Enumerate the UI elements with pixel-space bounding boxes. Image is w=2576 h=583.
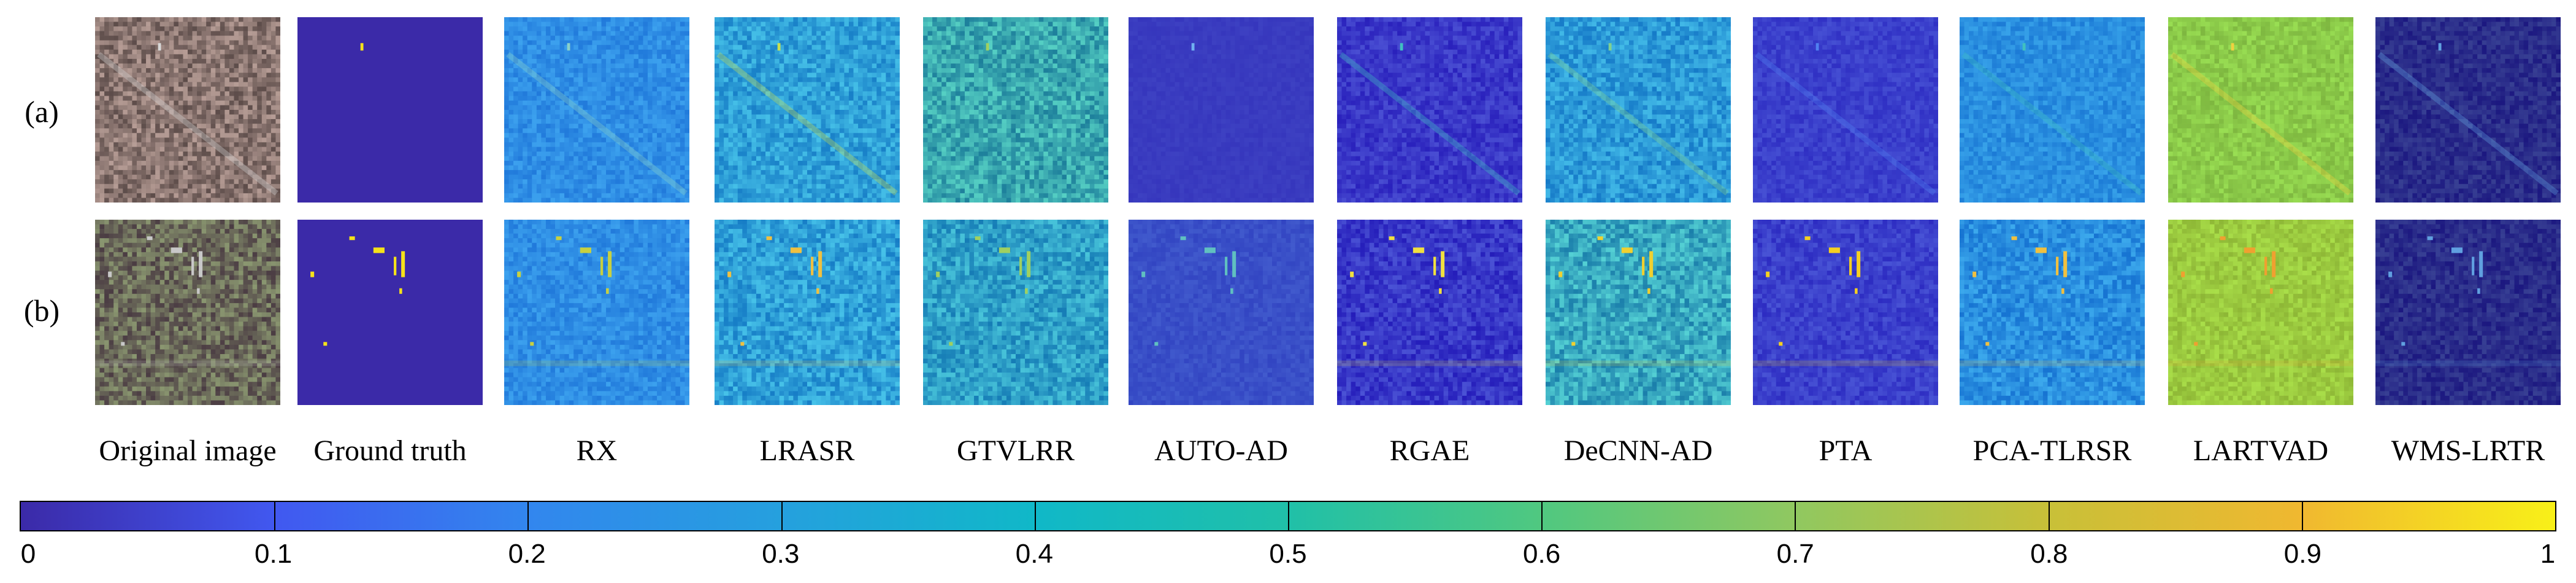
colorbar-tick-label: 0.3 — [744, 538, 818, 571]
colorbar-tick — [2048, 502, 2050, 530]
panel-a-rx — [504, 17, 689, 203]
panel-b-decnn-ad — [1546, 220, 1731, 405]
panel-b-pca-tlrsr — [1960, 220, 2145, 405]
method-label: LRASR — [703, 433, 911, 469]
colorbar — [20, 501, 2556, 531]
colorbar-tick — [1288, 502, 1289, 530]
panel-a-decnn-ad — [1546, 17, 1731, 203]
colorbar-tick-label: 0.8 — [2012, 538, 2086, 571]
panel-a-lartvad — [2168, 17, 2353, 203]
panel-b-ground-truth — [297, 220, 483, 405]
colorbar-tick — [781, 502, 783, 530]
method-label: LARTVAD — [2156, 433, 2365, 469]
panel-b-gtvlrr — [923, 220, 1108, 405]
colorbar-tick-label: 0.4 — [997, 538, 1071, 571]
colorbar-tick — [2301, 502, 2303, 530]
method-label: GTVLRR — [911, 433, 1120, 469]
panel-a-rgae — [1337, 17, 1522, 203]
panel-b-lrasr — [715, 220, 900, 405]
panel-b-pta — [1753, 220, 1938, 405]
method-label: PCA-TLRSR — [1948, 433, 2156, 469]
row-label-a: (a) — [17, 93, 66, 130]
panel-b-rgae — [1337, 220, 1522, 405]
panel-b-original-image — [95, 220, 280, 405]
row-label-b: (b) — [17, 292, 66, 329]
method-label: WMS-LRTR — [2364, 433, 2572, 469]
colorbar-tick — [1541, 502, 1543, 530]
colorbar-tick-label: 0.2 — [490, 538, 564, 571]
colorbar-tick-label: 1 — [2511, 538, 2576, 571]
colorbar-tick — [527, 502, 529, 530]
panel-b-wms-lrtr — [2375, 220, 2561, 405]
colorbar-tick-label: 0.9 — [2266, 538, 2339, 571]
panel-b-auto-ad — [1129, 220, 1314, 405]
colorbar-tick-label: 0.7 — [1758, 538, 1832, 571]
method-label: Ground truth — [286, 433, 494, 469]
panel-a-wms-lrtr — [2375, 17, 2561, 203]
colorbar-tick — [274, 502, 276, 530]
panel-a-ground-truth — [297, 17, 483, 203]
panel-a-pta — [1753, 17, 1938, 203]
colorbar-tick — [1034, 502, 1036, 530]
colorbar-tick-label: 0 — [0, 538, 65, 571]
method-label: AUTO-AD — [1117, 433, 1325, 469]
colorbar-tick-label: 0.6 — [1505, 538, 1579, 571]
panel-a-auto-ad — [1129, 17, 1314, 203]
panel-a-original-image — [95, 17, 280, 203]
colorbar-tick-label: 0.5 — [1251, 538, 1325, 571]
panel-a-gtvlrr — [923, 17, 1108, 203]
method-label: Original image — [83, 433, 292, 469]
method-label: DeCNN-AD — [1534, 433, 1742, 469]
colorbar-tick-label: 0.1 — [237, 538, 310, 571]
method-label: RX — [493, 433, 701, 469]
panel-a-pca-tlrsr — [1960, 17, 2145, 203]
panel-b-rx — [504, 220, 689, 405]
panel-a-lrasr — [715, 17, 900, 203]
method-label: PTA — [1741, 433, 1950, 469]
panel-b-lartvad — [2168, 220, 2353, 405]
colorbar-tick — [1795, 502, 1796, 530]
method-label: RGAE — [1325, 433, 1534, 469]
